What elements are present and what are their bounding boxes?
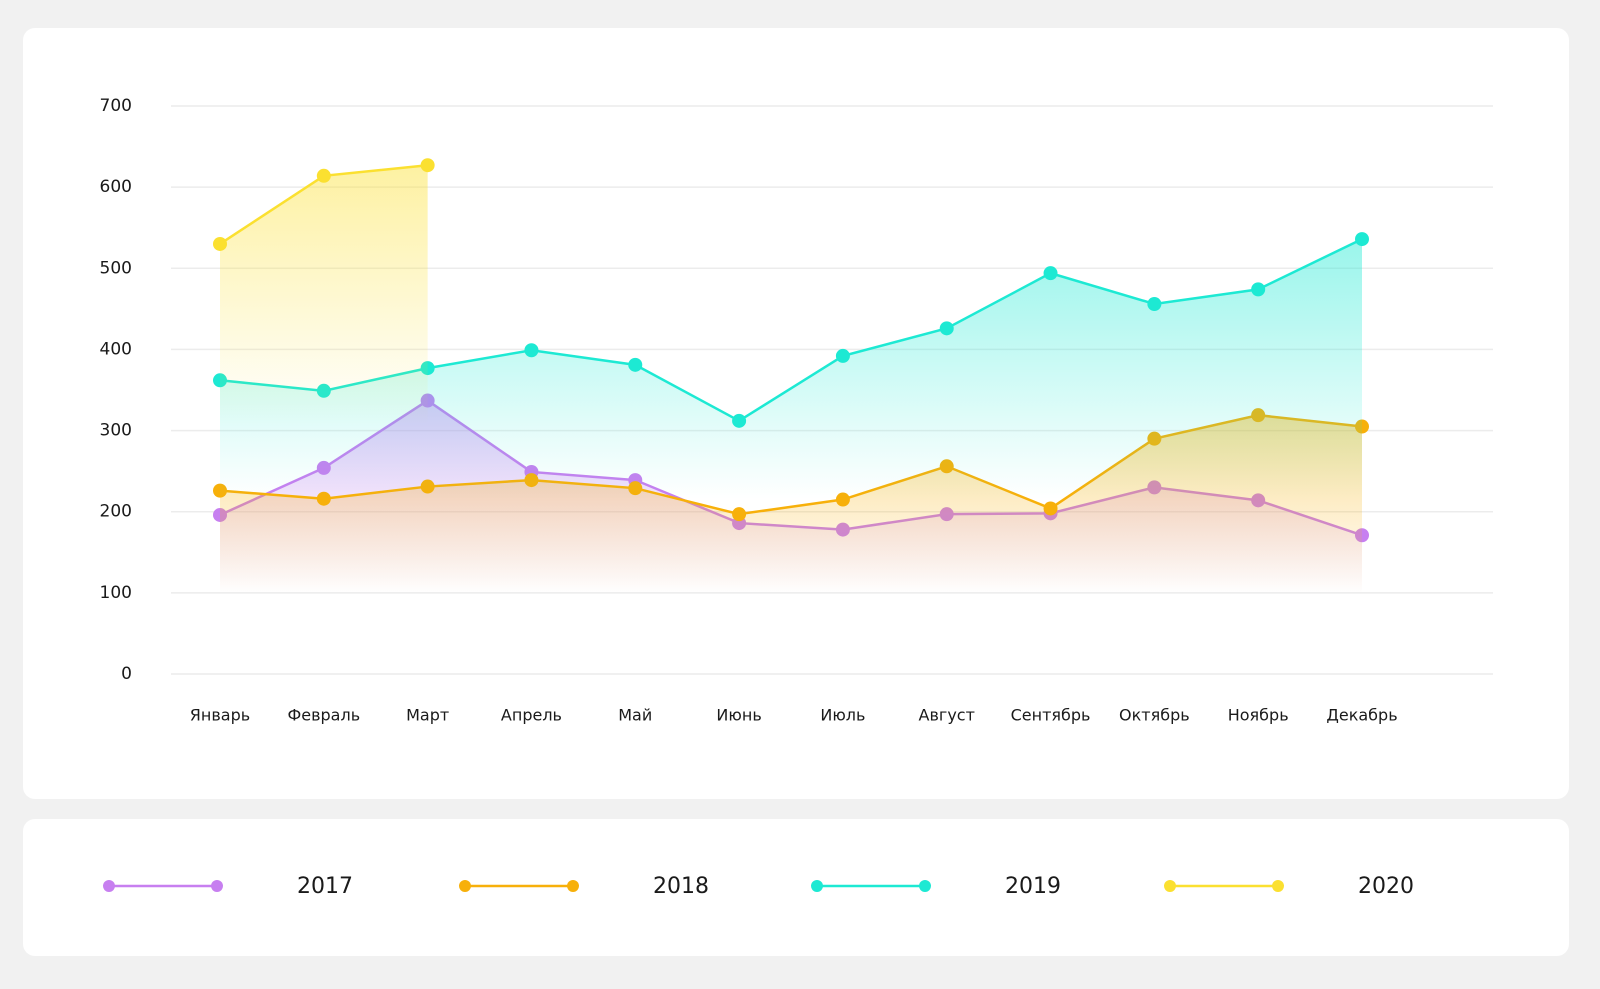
x-tick-label: Сентябрь	[1011, 706, 1091, 725]
legend-label: 2017	[297, 874, 353, 899]
legend-dot	[919, 880, 931, 892]
point	[1251, 282, 1266, 297]
legend-label: 2018	[653, 874, 709, 899]
y-tick-label: 400	[100, 339, 132, 359]
point	[1355, 232, 1369, 247]
y-tick-label: 0	[121, 664, 132, 684]
x-tick-label: Январь	[190, 706, 250, 725]
point	[1043, 266, 1058, 281]
point	[939, 321, 954, 336]
x-tick-label: Март	[406, 706, 449, 725]
legend-dot	[811, 880, 823, 892]
legend-dot	[103, 880, 115, 892]
point	[732, 507, 747, 522]
legend-dot	[211, 880, 223, 892]
point	[213, 236, 227, 251]
area	[220, 415, 1362, 594]
legend-dot	[567, 880, 579, 892]
point	[835, 348, 850, 363]
y-tick-label: 100	[100, 583, 132, 603]
legend-card	[23, 819, 1569, 956]
point	[420, 158, 435, 173]
area	[220, 165, 428, 426]
point	[524, 343, 539, 358]
x-tick-label: Октябрь	[1119, 706, 1190, 725]
legend-label: 2020	[1358, 874, 1414, 899]
legend-dot	[1272, 880, 1284, 892]
x-tick-label: Декабрь	[1326, 706, 1397, 725]
legend-dot	[1164, 880, 1176, 892]
y-tick-label: 500	[100, 258, 132, 278]
y-tick-label: 700	[100, 96, 132, 116]
point	[316, 168, 331, 183]
y-tick-label: 200	[100, 502, 132, 522]
point	[732, 413, 747, 428]
x-tick-label: Июль	[820, 706, 865, 725]
legend-label: 2019	[1005, 874, 1061, 899]
y-tick-label: 600	[100, 177, 132, 197]
x-tick-label: Апрель	[501, 706, 562, 725]
y-tick-label: 300	[100, 421, 132, 441]
area	[220, 239, 1362, 500]
x-tick-label: Февраль	[287, 706, 360, 725]
point	[1043, 501, 1058, 516]
point	[1147, 296, 1162, 311]
x-tick-label: Июнь	[716, 706, 761, 725]
x-tick-label: Ноябрь	[1228, 706, 1289, 725]
x-tick-label: Май	[618, 706, 652, 725]
legend-dot	[459, 880, 471, 892]
point	[628, 357, 643, 372]
x-tick-label: Август	[919, 706, 975, 725]
